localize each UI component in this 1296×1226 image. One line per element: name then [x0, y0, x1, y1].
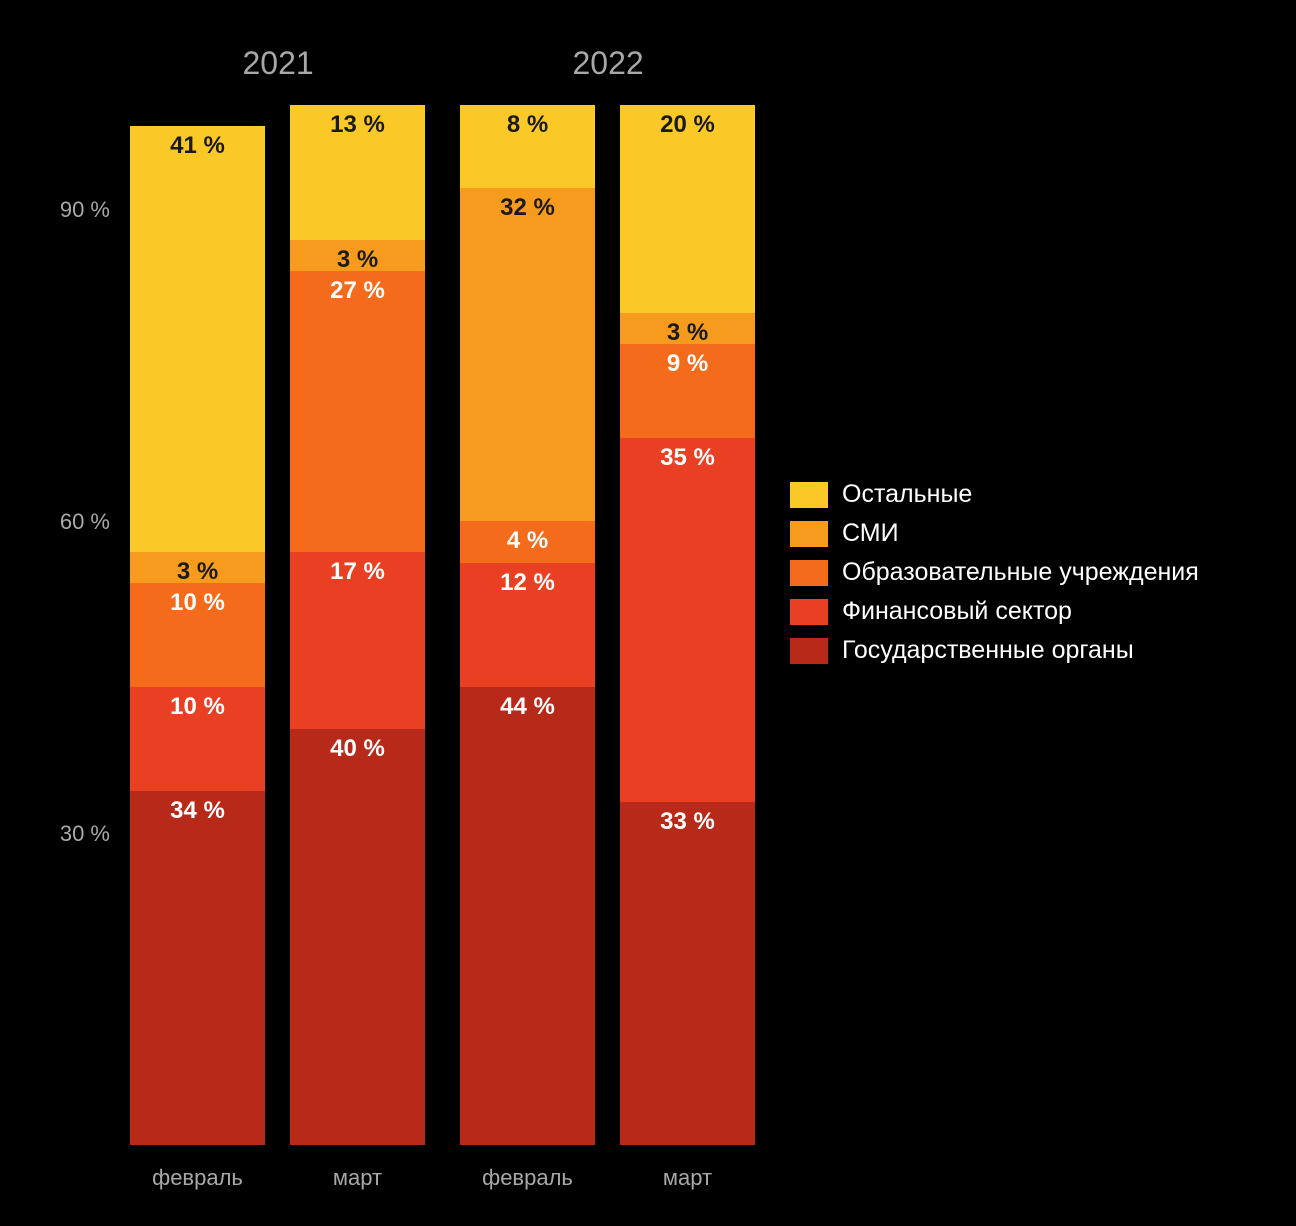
- segment-edu: 27 %: [290, 271, 425, 552]
- legend-swatch: [790, 560, 828, 586]
- legend-label: СМИ: [842, 519, 899, 548]
- segment-label: 40 %: [290, 735, 425, 763]
- segment-label: 20 %: [620, 111, 755, 139]
- legend-item-other: Остальные: [790, 480, 1199, 509]
- y-tick-60: 60 %: [50, 509, 110, 535]
- legend-swatch: [790, 482, 828, 508]
- segment-fin: 17 %: [290, 552, 425, 729]
- stacked-bar-chart: 2021 2022 30 % 60 % 90 % 34 % 10 % 10 % 3 %…: [0, 0, 1296, 1226]
- legend: Остальные СМИ Образовательные учреждения Фи…: [790, 480, 1199, 675]
- bar-3: 33 % 35 % 9 % 3 % 20 %: [620, 105, 755, 1145]
- segment-label: 10 %: [130, 693, 265, 721]
- segment-label: 8 %: [460, 111, 595, 139]
- bar-2: 44 % 12 % 4 % 32 % 8 %: [460, 105, 595, 1145]
- segment-other: 41 %: [130, 126, 265, 552]
- segment-label: 3 %: [130, 558, 265, 586]
- segment-label: 32 %: [460, 194, 595, 222]
- legend-swatch: [790, 521, 828, 547]
- segment-other: 8 %: [460, 105, 595, 188]
- segment-label: 10 %: [130, 589, 265, 617]
- segment-edu: 10 %: [130, 583, 265, 687]
- segment-media: 3 %: [290, 240, 425, 271]
- legend-item-gov: Государственные органы: [790, 636, 1199, 665]
- segment-label: 3 %: [620, 319, 755, 347]
- x-tick-1: март: [290, 1165, 425, 1191]
- x-tick-3: март: [620, 1165, 755, 1191]
- legend-swatch: [790, 599, 828, 625]
- segment-gov: 40 %: [290, 729, 425, 1145]
- segment-gov: 33 %: [620, 802, 755, 1145]
- bar-1: 40 % 17 % 27 % 3 % 13 %: [290, 105, 425, 1145]
- segment-label: 4 %: [460, 527, 595, 555]
- segment-gov: 44 %: [460, 687, 595, 1145]
- x-tick-2: февраль: [460, 1165, 595, 1191]
- segment-other: 13 %: [290, 105, 425, 240]
- segment-fin: 35 %: [620, 438, 755, 802]
- legend-item-media: СМИ: [790, 519, 1199, 548]
- segment-edu: 4 %: [460, 521, 595, 563]
- legend-item-fin: Финансовый сектор: [790, 597, 1199, 626]
- segment-label: 3 %: [290, 246, 425, 274]
- segment-edu: 9 %: [620, 344, 755, 438]
- segment-gov: 34 %: [130, 791, 265, 1145]
- segment-label: 44 %: [460, 693, 595, 721]
- segment-label: 17 %: [290, 558, 425, 586]
- segment-label: 33 %: [620, 808, 755, 836]
- legend-item-edu: Образовательные учреждения: [790, 558, 1199, 587]
- x-tick-0: февраль: [130, 1165, 265, 1191]
- segment-fin: 10 %: [130, 687, 265, 791]
- segment-label: 13 %: [290, 111, 425, 139]
- y-tick-90: 90 %: [50, 197, 110, 223]
- legend-swatch: [790, 638, 828, 664]
- plot-area: 34 % 10 % 10 % 3 % 41 % 40 % 17 % 27 % 3 % 13 % 44…: [130, 105, 770, 1145]
- segment-label: 35 %: [620, 444, 755, 472]
- segment-label: 34 %: [130, 797, 265, 825]
- segment-other: 20 %: [620, 105, 755, 313]
- segment-label: 27 %: [290, 277, 425, 305]
- segment-label: 12 %: [460, 569, 595, 597]
- legend-label: Финансовый сектор: [842, 597, 1072, 626]
- segment-label: 9 %: [620, 350, 755, 378]
- legend-label: Государственные органы: [842, 636, 1134, 665]
- segment-fin: 12 %: [460, 563, 595, 688]
- legend-label: Остальные: [842, 480, 972, 509]
- segment-label: 41 %: [130, 132, 265, 160]
- y-tick-30: 30 %: [50, 821, 110, 847]
- segment-media: 3 %: [130, 552, 265, 583]
- segment-media: 3 %: [620, 313, 755, 344]
- legend-label: Образовательные учреждения: [842, 558, 1199, 587]
- year-header-2021: 2021: [243, 45, 314, 82]
- year-header-2022: 2022: [573, 45, 644, 82]
- bar-0: 34 % 10 % 10 % 3 % 41 %: [130, 126, 265, 1145]
- segment-media: 32 %: [460, 188, 595, 521]
